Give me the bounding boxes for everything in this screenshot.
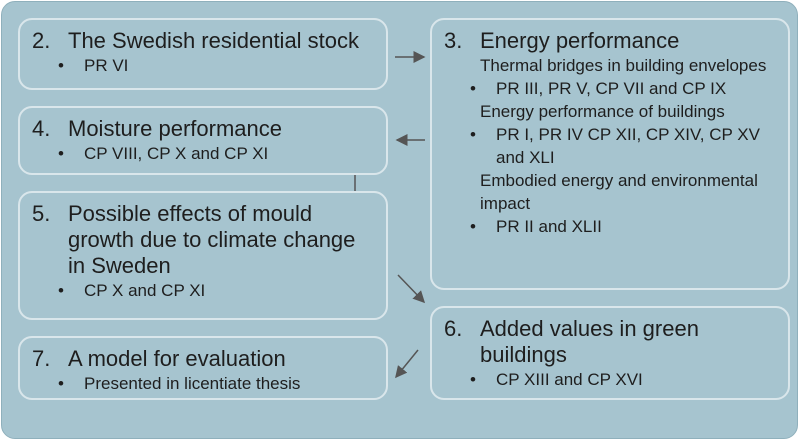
subsection-heading: Energy performance of buildings (480, 102, 725, 121)
node-title: 7. A model for evaluation (32, 346, 376, 372)
bullet: • (470, 79, 476, 98)
node-title-text: Moisture performance (68, 116, 282, 141)
node-title-text: The Swedish residential stock (68, 28, 360, 53)
subsection-heading: Thermal bridges in building envelopes (480, 56, 767, 75)
node-number: 6. (444, 316, 463, 341)
node-box: 4. Moisture performance • CP VIII, CP X and… (18, 106, 388, 175)
node-box: 2. The Swedish residential stock • PR VI (18, 18, 388, 90)
bullet-item: • Presented in licentiate thesis (32, 372, 376, 395)
bullet-text: PR II and XLII (496, 217, 602, 236)
bullet: • (58, 281, 64, 300)
node-number: 5. (32, 201, 51, 226)
arrow (397, 274, 426, 304)
bullet-text: CP X and CP XI (84, 281, 206, 300)
node-title: 3. Energy performance (444, 28, 778, 54)
node-number: 4. (32, 116, 51, 141)
node-number: 2. (32, 28, 51, 53)
node-title: 6. Added values in green buildings (444, 316, 778, 368)
bullet-text: CP VIII, CP X and CP XI (84, 144, 269, 163)
bullet-item: • PR I, PR IV CP XII, CP XIV, CP XV and X… (444, 123, 778, 169)
bullet-text: PR III, PR V, CP VII and CP IX (496, 79, 727, 98)
node-number: 7. (32, 346, 51, 371)
bullet-item: • CP VIII, CP X and CP XI (32, 142, 376, 165)
node-title-text: Energy performance (480, 28, 680, 53)
bullet-item: • PR VI (32, 54, 376, 77)
node-title-text: A model for evaluation (68, 346, 286, 371)
arrow (395, 349, 419, 379)
bullet-item: • PR III, PR V, CP VII and CP IX (444, 77, 778, 100)
bullet: • (470, 125, 476, 144)
bullet-item: • CP X and CP XI (32, 279, 376, 302)
node-number: 3. (444, 28, 463, 53)
bullet: • (470, 370, 476, 389)
bullet-text: Presented in licentiate thesis (84, 374, 301, 393)
bullet: • (58, 374, 64, 393)
node-box: 5. Possible effects of mould growth due t… (18, 191, 388, 320)
bullet-text: PR VI (84, 56, 129, 75)
bullet: • (58, 56, 64, 75)
node-title-text: Added values in green buildings (480, 316, 699, 367)
node-title: 2. The Swedish residential stock (32, 28, 376, 54)
node-box: 3. Energy performance Thermal bridges in b… (430, 18, 790, 290)
node-title-text: Possible effects of mould growth due to … (68, 201, 356, 278)
bullet: • (470, 217, 476, 236)
bullet: • (58, 144, 64, 163)
bullet-text: PR I, PR IV CP XII, CP XIV, CP XV and XL… (496, 125, 760, 167)
node-title: 5. Possible effects of mould growth due t… (32, 201, 376, 279)
node-title: 4. Moisture performance (32, 116, 376, 142)
bullet-item: • CP XIII and CP XVI (444, 368, 778, 391)
node-box: 6. Added values in green buildings • CP XII… (430, 306, 790, 400)
bullet-item: • PR II and XLII (444, 215, 778, 238)
bullet-text: CP XIII and CP XVI (496, 370, 643, 389)
subsection-heading: Embodied energy and environmental impact (480, 171, 758, 213)
node-box: 7. A model for evaluation • Presented in li… (18, 336, 388, 400)
